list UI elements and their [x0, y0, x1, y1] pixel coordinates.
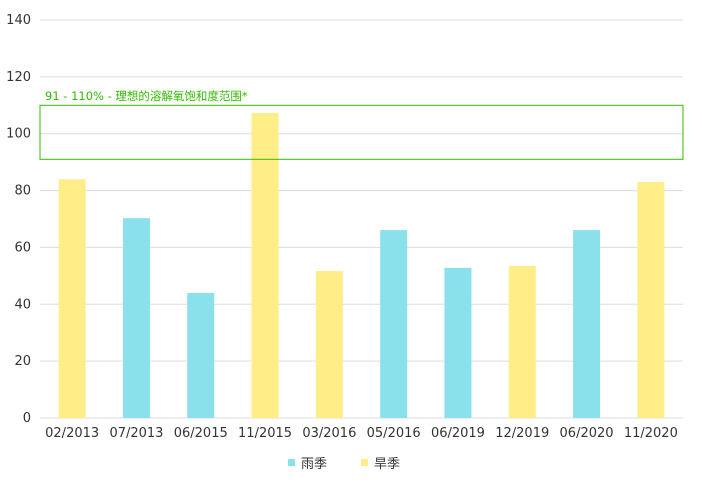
- y-tick-label: 40: [14, 297, 31, 312]
- y-tick-label: 140: [6, 13, 31, 28]
- bar: [573, 230, 601, 418]
- bar: [58, 179, 86, 418]
- bar: [508, 265, 536, 418]
- legend-swatch: [288, 459, 295, 466]
- x-tick-label: 02/2013: [45, 426, 99, 441]
- x-tick-label: 06/2020: [560, 426, 614, 441]
- legend-label: 雨季: [301, 457, 327, 472]
- x-tick-label: 11/2015: [238, 426, 292, 441]
- y-tick-label: 60: [14, 240, 31, 255]
- bar: [251, 112, 279, 418]
- bar: [315, 271, 343, 418]
- x-tick-label: 03/2016: [302, 426, 356, 441]
- bar: [637, 182, 665, 418]
- bar: [122, 218, 150, 418]
- y-tick-label: 120: [6, 70, 31, 85]
- x-tick-label: 05/2016: [367, 426, 421, 441]
- target-band: [39, 104, 684, 160]
- bar: [187, 292, 215, 418]
- y-tick-label: 0: [23, 411, 31, 426]
- x-tick-label: 12/2019: [495, 426, 549, 441]
- x-tick-label: 11/2020: [624, 426, 678, 441]
- legend-label: 旱季: [374, 457, 400, 472]
- bar: [444, 267, 472, 418]
- y-tick-label: 100: [6, 127, 31, 142]
- x-tick-label: 07/2013: [109, 426, 163, 441]
- x-tick-label: 06/2019: [431, 426, 485, 441]
- band-label: 91 - 110% - 理想的溶解氧饱和度范围*: [45, 89, 248, 103]
- legend-swatch: [361, 459, 368, 466]
- y-tick-label: 80: [14, 184, 31, 199]
- y-tick-label: 20: [14, 354, 31, 369]
- bar: [380, 230, 408, 418]
- x-tick-label: 06/2015: [174, 426, 228, 441]
